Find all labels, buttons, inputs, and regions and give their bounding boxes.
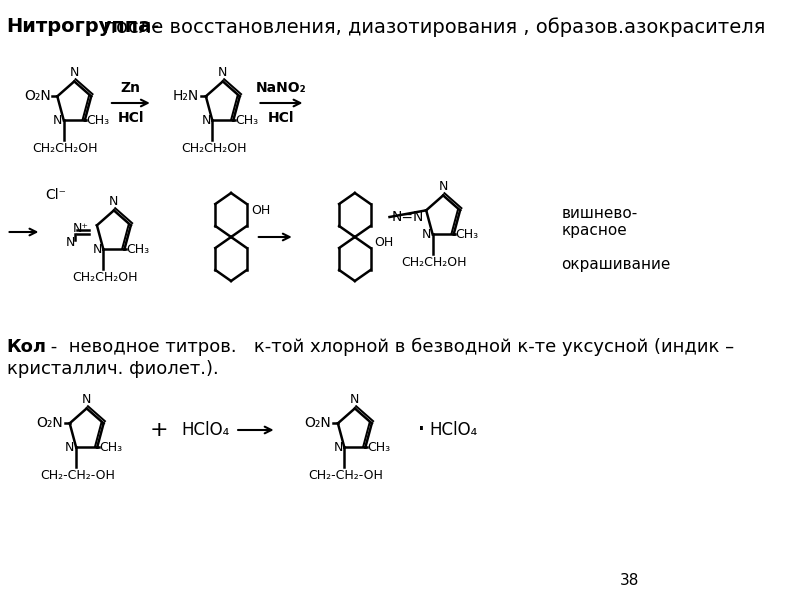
- Text: CH₂CH₂OH: CH₂CH₂OH: [72, 271, 138, 284]
- Text: HCl: HCl: [118, 111, 144, 125]
- Text: CH₃: CH₃: [367, 441, 390, 454]
- Text: NaNO₂: NaNO₂: [256, 81, 306, 95]
- Text: CH₃: CH₃: [235, 114, 258, 127]
- Text: +: +: [150, 420, 169, 440]
- Text: ·: ·: [417, 416, 426, 444]
- Text: после восстановления, диазотирования , образов.азокрасителя: после восстановления, диазотирования , о…: [98, 17, 766, 37]
- Text: OH: OH: [251, 203, 270, 217]
- Text: Cl⁻: Cl⁻: [46, 188, 66, 202]
- Text: N: N: [422, 228, 431, 241]
- Text: HClO₄: HClO₄: [182, 421, 230, 439]
- Text: N=N: N=N: [391, 210, 423, 224]
- Text: кристаллич. фиолет.).: кристаллич. фиолет.).: [6, 360, 218, 378]
- Text: N: N: [65, 441, 74, 454]
- Text: N: N: [334, 441, 342, 454]
- Text: N: N: [66, 235, 75, 248]
- Text: N: N: [82, 394, 91, 406]
- Text: -  неводное титров.   к-той хлорной в безводной к-те уксусной (индик –: - неводное титров. к-той хлорной в безво…: [45, 338, 734, 356]
- Text: вишнево-
красное: вишнево- красное: [561, 206, 638, 238]
- Text: CH₃: CH₃: [86, 114, 110, 127]
- Text: N⁺: N⁺: [73, 221, 89, 235]
- Text: 38: 38: [620, 573, 639, 588]
- Text: CH₃: CH₃: [455, 228, 478, 241]
- Text: Нитрогруппа-: Нитрогруппа-: [6, 17, 160, 36]
- Text: N: N: [109, 196, 118, 208]
- Text: OH: OH: [374, 235, 394, 248]
- Text: окрашивание: окрашивание: [561, 257, 670, 272]
- Text: O₂N: O₂N: [305, 416, 331, 430]
- Text: N: N: [92, 243, 102, 256]
- Text: O₂N: O₂N: [36, 416, 63, 430]
- Text: O₂N: O₂N: [24, 89, 50, 103]
- Text: N: N: [202, 114, 210, 127]
- Text: N: N: [53, 114, 62, 127]
- Text: CH₂-CH₂-OH: CH₂-CH₂-OH: [40, 469, 115, 482]
- Text: CH₃: CH₃: [98, 441, 122, 454]
- Text: Zn: Zn: [121, 81, 141, 95]
- Text: HClO₄: HClO₄: [429, 421, 478, 439]
- Text: H₂N: H₂N: [173, 89, 199, 103]
- Text: CH₂CH₂OH: CH₂CH₂OH: [402, 256, 467, 269]
- Text: N: N: [350, 394, 359, 406]
- Text: HCl: HCl: [268, 111, 294, 125]
- Text: Кол: Кол: [6, 338, 46, 356]
- Text: CH₂CH₂OH: CH₂CH₂OH: [33, 142, 98, 155]
- Text: N: N: [70, 67, 79, 79]
- Text: CH₂-CH₂-OH: CH₂-CH₂-OH: [309, 469, 383, 482]
- Text: N: N: [438, 181, 448, 193]
- Text: CH₃: CH₃: [126, 243, 149, 256]
- Text: CH₂CH₂OH: CH₂CH₂OH: [182, 142, 246, 155]
- Text: N: N: [218, 67, 227, 79]
